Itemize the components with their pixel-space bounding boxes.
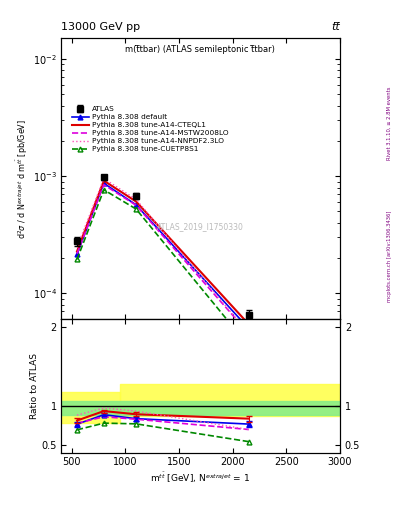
Pythia 8.308 tune-CUETP8S1 — [246, 343, 251, 349]
Pythia 8.308 tune-A14-MSTW2008LO — [101, 182, 106, 188]
Pythia 8.308 tune-A14-CTEQL1 — [101, 178, 106, 184]
Pythia 8.308 tune-CUETP8S1 — [101, 187, 106, 193]
Text: m(t̅tbar) (ATLAS semileptonic t̅tbar): m(t̅tbar) (ATLAS semileptonic t̅tbar) — [125, 46, 275, 54]
Line: Pythia 8.308 tune-A14-NNPDF2.3LO: Pythia 8.308 tune-A14-NNPDF2.3LO — [77, 179, 249, 333]
Line: Pythia 8.308 tune-A14-CTEQL1: Pythia 8.308 tune-A14-CTEQL1 — [77, 181, 249, 324]
Pythia 8.308 default — [134, 202, 138, 208]
Pythia 8.308 tune-A14-CTEQL1 — [75, 248, 79, 254]
Text: 13000 GeV pp: 13000 GeV pp — [61, 22, 140, 32]
Text: tt̅: tt̅ — [331, 22, 340, 32]
X-axis label: m$^{t\bar{t}}$ [GeV], N$^{extra jet}$ = 1: m$^{t\bar{t}}$ [GeV], N$^{extra jet}$ = … — [151, 470, 250, 485]
Pythia 8.308 tune-A14-NNPDF2.3LO — [246, 330, 251, 336]
Pythia 8.308 tune-A14-NNPDF2.3LO — [134, 196, 138, 202]
Text: Rivet 3.1.10, ≥ 2.8M events: Rivet 3.1.10, ≥ 2.8M events — [387, 86, 392, 160]
Line: Pythia 8.308 tune-CUETP8S1: Pythia 8.308 tune-CUETP8S1 — [75, 187, 251, 349]
Text: ATLAS_2019_I1750330: ATLAS_2019_I1750330 — [157, 222, 244, 231]
Pythia 8.308 tune-CUETP8S1 — [134, 206, 138, 212]
Pythia 8.308 tune-A14-CTEQL1 — [134, 199, 138, 205]
Pythia 8.308 tune-A14-MSTW2008LO — [246, 330, 251, 336]
Pythia 8.308 tune-CUETP8S1 — [75, 257, 79, 263]
Line: Pythia 8.308 default: Pythia 8.308 default — [75, 181, 251, 331]
Pythia 8.308 default — [75, 251, 79, 258]
Pythia 8.308 tune-A14-NNPDF2.3LO — [75, 244, 79, 250]
Text: mcplots.cern.ch [arXiv:1306.3436]: mcplots.cern.ch [arXiv:1306.3436] — [387, 210, 392, 302]
Pythia 8.308 tune-A14-CTEQL1 — [246, 321, 251, 327]
Pythia 8.308 tune-A14-MSTW2008LO — [75, 250, 79, 257]
Pythia 8.308 default — [101, 180, 106, 186]
Pythia 8.308 tune-A14-MSTW2008LO — [134, 202, 138, 208]
Y-axis label: Ratio to ATLAS: Ratio to ATLAS — [29, 353, 39, 419]
Pythia 8.308 default — [246, 326, 251, 332]
Line: Pythia 8.308 tune-A14-MSTW2008LO: Pythia 8.308 tune-A14-MSTW2008LO — [77, 185, 249, 333]
Y-axis label: d$^{2}$$\sigma$ / d N$^{extra jet}$ d m$^{t\bar{t}}$ [pb/GeV]: d$^{2}$$\sigma$ / d N$^{extra jet}$ d m$… — [14, 119, 30, 239]
Legend: ATLAS, Pythia 8.308 default, Pythia 8.308 tune-A14-CTEQL1, Pythia 8.308 tune-A14: ATLAS, Pythia 8.308 default, Pythia 8.30… — [70, 104, 230, 155]
Pythia 8.308 tune-A14-NNPDF2.3LO — [101, 176, 106, 182]
